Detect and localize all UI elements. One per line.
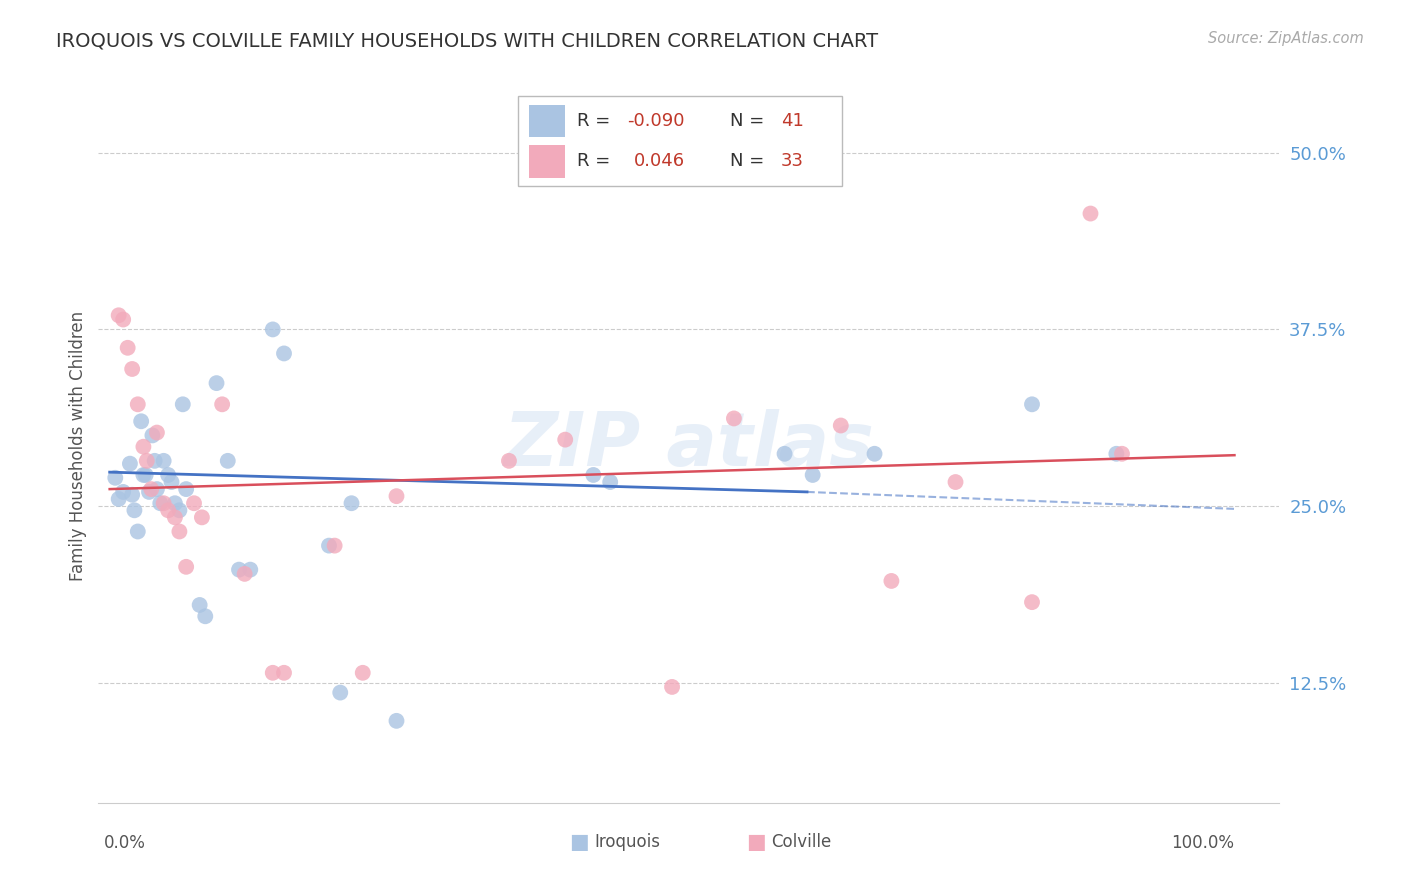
Text: IROQUOIS VS COLVILLE FAMILY HOUSEHOLDS WITH CHILDREN CORRELATION CHART: IROQUOIS VS COLVILLE FAMILY HOUSEHOLDS W… <box>56 31 879 50</box>
Text: 100.0%: 100.0% <box>1171 834 1234 852</box>
Point <box>239 563 262 577</box>
Point <box>132 440 155 454</box>
Point <box>135 467 157 482</box>
Point <box>1021 595 1043 609</box>
Point <box>143 454 166 468</box>
Point <box>127 524 149 539</box>
FancyBboxPatch shape <box>530 145 565 178</box>
Point <box>661 680 683 694</box>
Point <box>1105 447 1128 461</box>
Point <box>117 341 139 355</box>
Point <box>152 496 174 510</box>
Point <box>124 503 146 517</box>
Point <box>945 475 967 489</box>
Point <box>157 467 180 482</box>
Text: 0.0%: 0.0% <box>104 834 146 852</box>
Point <box>205 376 228 391</box>
Point <box>233 566 256 581</box>
Text: 33: 33 <box>782 153 804 170</box>
Point <box>1021 397 1043 411</box>
Point <box>352 665 374 680</box>
Point <box>135 454 157 468</box>
Point <box>132 467 155 482</box>
Point <box>169 524 191 539</box>
Point <box>129 414 152 428</box>
Point <box>104 471 127 485</box>
Point <box>217 454 239 468</box>
Point <box>160 475 183 489</box>
Point <box>188 598 211 612</box>
Point <box>1080 206 1102 220</box>
Text: -0.090: -0.090 <box>627 112 685 130</box>
Point <box>163 510 186 524</box>
Point <box>194 609 217 624</box>
Point <box>163 496 186 510</box>
Text: N =: N = <box>730 153 770 170</box>
Point <box>554 433 576 447</box>
Y-axis label: Family Households with Children: Family Households with Children <box>69 311 87 581</box>
Point <box>183 496 205 510</box>
Point <box>801 467 824 482</box>
Point <box>146 482 169 496</box>
Point <box>273 665 295 680</box>
Point <box>262 322 284 336</box>
Point <box>157 503 180 517</box>
Point <box>211 397 233 411</box>
Text: ■: ■ <box>747 832 766 852</box>
Point <box>880 574 903 588</box>
Point <box>121 488 143 502</box>
Text: Iroquois: Iroquois <box>595 833 661 851</box>
Text: R =: R = <box>576 153 621 170</box>
Point <box>599 475 621 489</box>
Point <box>323 539 346 553</box>
Point <box>191 510 214 524</box>
Text: Colville: Colville <box>772 833 832 851</box>
Point <box>112 312 135 326</box>
Point <box>228 563 250 577</box>
Text: R =: R = <box>576 112 616 130</box>
Text: ZIP atlas: ZIP atlas <box>503 409 875 483</box>
Point <box>121 362 143 376</box>
Point <box>149 496 172 510</box>
Point <box>174 482 197 496</box>
Point <box>172 397 194 411</box>
Point <box>830 418 852 433</box>
Point <box>318 539 340 553</box>
Point <box>141 428 163 442</box>
Point <box>169 503 191 517</box>
Point <box>582 467 605 482</box>
Point <box>385 489 408 503</box>
Point <box>107 491 129 506</box>
Text: 0.046: 0.046 <box>634 153 685 170</box>
Point <box>152 454 174 468</box>
Point <box>118 457 141 471</box>
Point <box>498 454 520 468</box>
Point <box>262 665 284 680</box>
Text: Source: ZipAtlas.com: Source: ZipAtlas.com <box>1208 31 1364 46</box>
Point <box>723 411 745 425</box>
Point <box>340 496 363 510</box>
Text: 41: 41 <box>782 112 804 130</box>
Point <box>146 425 169 440</box>
Point <box>863 447 886 461</box>
Point <box>127 397 149 411</box>
Point <box>329 685 352 699</box>
FancyBboxPatch shape <box>517 96 842 186</box>
Point <box>138 484 160 499</box>
FancyBboxPatch shape <box>530 105 565 137</box>
Point <box>174 559 197 574</box>
Point <box>273 346 295 360</box>
Point <box>1111 447 1133 461</box>
Point <box>773 447 796 461</box>
Point <box>107 308 129 322</box>
Point <box>385 714 408 728</box>
Point <box>141 482 163 496</box>
Text: ■: ■ <box>569 832 589 852</box>
Text: N =: N = <box>730 112 770 130</box>
Point <box>112 484 135 499</box>
